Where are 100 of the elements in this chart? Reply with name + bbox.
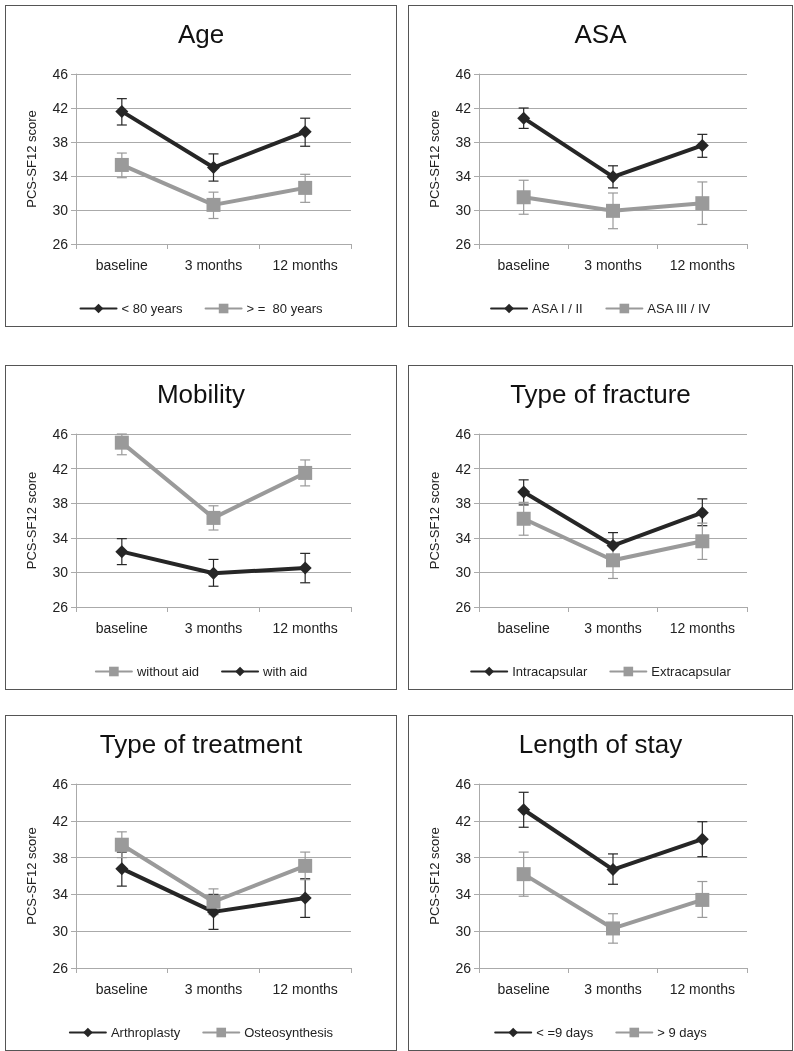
point	[298, 180, 313, 195]
chart-title: Length of stay	[518, 729, 683, 759]
point	[516, 867, 531, 882]
point	[207, 566, 220, 580]
y-tick-label: 38	[455, 849, 472, 866]
y-axis-title: PCS-SF12 score	[24, 110, 39, 208]
y-tick-label: 46	[52, 776, 69, 792]
x-tick-label: baseline	[95, 257, 149, 273]
y-tick-label: 42	[455, 812, 472, 829]
x-tick-label: 12 months	[272, 257, 338, 273]
y-tick-label: 34	[52, 529, 69, 546]
point	[516, 190, 531, 205]
point	[695, 534, 710, 549]
point	[298, 561, 312, 575]
legend-label: with aid	[262, 664, 308, 679]
chart-title: Age	[177, 19, 225, 49]
y-tick-label: 46	[455, 426, 472, 442]
point	[206, 510, 221, 525]
legend-label: Extracapsular	[651, 664, 732, 679]
point	[695, 506, 709, 520]
point	[516, 511, 531, 526]
point	[606, 863, 620, 877]
y-tick-label: 46	[52, 66, 69, 82]
point	[606, 553, 620, 568]
y-tick-label: 46	[455, 776, 472, 792]
legend-label: < 80 years	[121, 301, 184, 316]
y-axis-title: PCS-SF12 score	[427, 827, 442, 925]
x-tick-label: baseline	[95, 620, 149, 636]
point	[115, 862, 129, 876]
legend-label: ASA III / IV	[647, 301, 711, 316]
y-tick-label: 26	[455, 236, 472, 252]
point	[517, 111, 531, 125]
x-tick-label: baseline	[95, 981, 149, 997]
x-tick-label: 3 months	[184, 981, 243, 997]
point	[298, 858, 313, 873]
x-tick-label: 12 months	[669, 620, 736, 636]
y-tick-label: 26	[455, 599, 472, 615]
point	[606, 170, 620, 184]
x-tick-label: baseline	[497, 257, 550, 273]
y-tick-label: 42	[52, 812, 69, 829]
point	[606, 539, 620, 553]
y-tick-label: 26	[52, 236, 69, 252]
legend-label: Osteosynthesis	[244, 1025, 334, 1040]
y-tick-label: 26	[52, 960, 69, 976]
y-tick-label: 26	[455, 960, 472, 976]
x-tick-label: 12 months	[669, 981, 736, 997]
chart-title: Type of treatment	[99, 729, 303, 759]
point	[695, 892, 710, 907]
y-tick-label: 46	[52, 426, 69, 442]
y-tick-label: 30	[52, 564, 69, 581]
point	[517, 485, 531, 499]
legend-label: < =9 days	[536, 1025, 594, 1040]
point	[207, 161, 220, 174]
point	[114, 837, 129, 852]
y-tick-label: 34	[455, 529, 472, 546]
x-tick-label: 3 months	[584, 981, 642, 997]
point	[695, 196, 710, 211]
legend-label: > 9 days	[657, 1025, 708, 1040]
y-tick-label: 30	[52, 923, 69, 940]
legend-label: > = 80 years	[246, 301, 323, 316]
y-tick-label: 26	[52, 599, 69, 615]
point	[114, 435, 129, 450]
point	[114, 157, 129, 172]
y-tick-label: 30	[455, 564, 472, 581]
y-tick-label: 38	[455, 134, 472, 150]
y-axis-title: PCS-SF12 score	[24, 471, 39, 570]
point	[206, 197, 221, 212]
y-tick-label: 30	[455, 202, 472, 218]
x-tick-label: baseline	[497, 981, 550, 997]
y-tick-label: 46	[455, 66, 472, 82]
y-tick-label: 42	[455, 460, 472, 477]
legend-label: ASA I / II	[532, 301, 583, 316]
x-tick-label: 12 months	[272, 981, 338, 997]
y-tick-label: 38	[52, 495, 69, 512]
x-tick-label: 12 months	[272, 620, 338, 636]
x-tick-label: 3 months	[184, 620, 243, 636]
y-tick-label: 42	[52, 460, 69, 477]
x-tick-label: 3 months	[184, 257, 243, 273]
y-axis-title: PCS-SF12 score	[427, 471, 442, 570]
point	[517, 803, 531, 817]
y-tick-label: 42	[52, 100, 69, 116]
legend-label: Intracapsular	[512, 664, 589, 679]
point	[206, 894, 221, 909]
y-axis-title: PCS-SF12 score	[427, 110, 442, 208]
y-tick-label: 30	[52, 202, 69, 218]
x-tick-label: baseline	[497, 620, 550, 636]
point	[115, 545, 129, 559]
y-tick-label: 34	[455, 886, 472, 903]
point	[695, 832, 709, 846]
y-tick-label: 30	[455, 923, 472, 940]
x-tick-label: 12 months	[669, 257, 736, 273]
y-tick-label: 34	[455, 168, 472, 184]
x-tick-label: 3 months	[584, 620, 642, 636]
y-tick-label: 34	[52, 886, 69, 903]
y-tick-label: 34	[52, 168, 69, 184]
point	[695, 138, 709, 152]
chart-title: Mobility	[156, 379, 246, 409]
point	[298, 125, 312, 139]
x-tick-label: 3 months	[584, 257, 642, 273]
point	[606, 921, 620, 936]
